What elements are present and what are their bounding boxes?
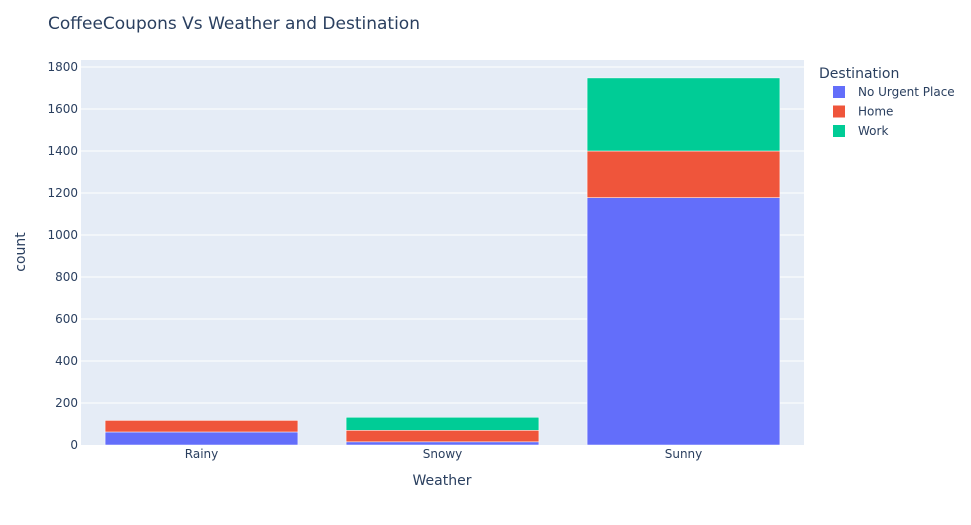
y-tick-label: 200 [55, 396, 78, 410]
y-tick-label: 600 [55, 312, 78, 326]
chart-title: CoffeeCoupons Vs Weather and Destination [48, 14, 420, 34]
y-axis-title: count [13, 232, 29, 272]
legend: Destination No Urgent Place Home Work [819, 66, 955, 138]
bar-segment [586, 77, 781, 152]
x-axis-ticks: Rainy Snowy Sunny [185, 447, 703, 461]
legend-title: Destination [819, 66, 899, 82]
x-tick-label: Rainy [185, 447, 218, 461]
bar-segment [345, 441, 540, 446]
legend-item-label: Home [858, 105, 893, 119]
x-axis-title: Weather [413, 473, 472, 489]
legend-swatch [833, 86, 845, 98]
bar-segment [345, 430, 540, 443]
legend-item-label: No Urgent Place [858, 85, 955, 99]
y-tick-label: 1000 [47, 228, 78, 242]
legend-swatch [833, 125, 845, 137]
y-tick-label: 0 [70, 438, 78, 452]
bar-segment [104, 420, 299, 433]
y-tick-label: 400 [55, 354, 78, 368]
bar-segment [104, 431, 299, 446]
x-tick-label: Sunny [665, 447, 703, 461]
y-tick-label: 1200 [47, 186, 78, 200]
y-tick-label: 1600 [47, 102, 78, 116]
legend-swatch [833, 105, 845, 118]
legend-item-label: Work [858, 124, 888, 138]
y-tick-label: 1800 [47, 60, 78, 74]
x-tick-label: Snowy [423, 447, 462, 461]
bar-segment [586, 150, 781, 198]
y-tick-label: 800 [55, 270, 78, 284]
y-tick-label: 1400 [47, 144, 78, 158]
bars [104, 77, 781, 446]
y-axis-ticks: 0 200 400 600 800 1000 1200 1400 1600 1800 [47, 60, 78, 452]
bar-segment [345, 417, 540, 431]
bar-segment [586, 197, 781, 446]
